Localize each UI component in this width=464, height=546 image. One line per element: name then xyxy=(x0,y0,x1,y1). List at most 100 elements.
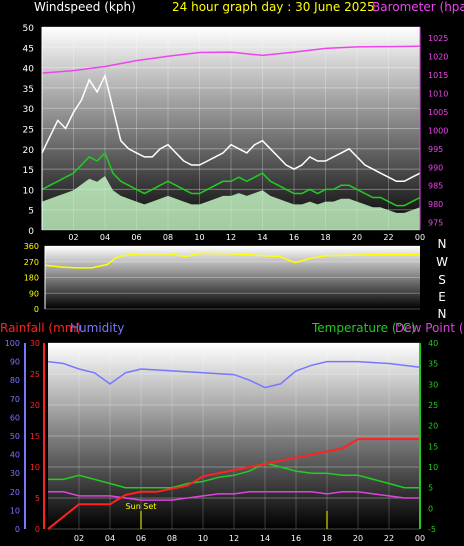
climate-x-tick-label: 00 xyxy=(415,534,425,543)
humidity-tick-label: 60 xyxy=(10,413,20,422)
sunset-label: Sun Set xyxy=(126,502,157,511)
barometer-tick-label: 980 xyxy=(428,200,443,209)
wind-left-tick-label: 0 xyxy=(28,227,34,237)
climate-x-tick-label: 10 xyxy=(198,534,208,543)
compass-label-n: N xyxy=(438,237,447,251)
direction-panel-background xyxy=(45,246,420,309)
barometer-tick-label: 985 xyxy=(428,182,443,191)
climate-x-tick-label: 16 xyxy=(291,534,301,543)
climate-x-tick-label: 18 xyxy=(322,534,332,543)
climate-x-tick-label: 12 xyxy=(229,534,239,543)
direction-gridlines xyxy=(45,245,420,310)
wind-left-tick-label: 35 xyxy=(23,85,34,95)
barometer-tick-label: 1005 xyxy=(428,108,448,117)
wind-average-line xyxy=(41,151,421,207)
barometer-tick-label: 990 xyxy=(428,163,443,172)
climate-x-tick-label: 08 xyxy=(167,534,177,543)
direction-line xyxy=(44,252,421,269)
wind-x-tick-label: 16 xyxy=(289,233,299,242)
wind-x-tick-label: 02 xyxy=(68,233,78,242)
rainfall-tick-label: 10 xyxy=(30,463,40,472)
direction-series xyxy=(44,252,421,269)
compass-label-w: W xyxy=(436,255,448,269)
barometer-tick-label: 1020 xyxy=(428,53,448,62)
direction-tick-label: 360 xyxy=(24,242,39,251)
wind-x-tick-label: 18 xyxy=(320,233,330,242)
humidity-tick-label: 0 xyxy=(15,525,20,534)
humidity-axis-label: Humidity xyxy=(70,321,124,335)
barometer-axis-label: Barometer (hpa) xyxy=(372,0,464,14)
wind-x-tick-label: 00 xyxy=(415,233,425,242)
temperature-tick-label: 25 xyxy=(428,401,438,410)
climate-x-tick-label: 20 xyxy=(353,534,363,543)
temperature-tick-label: 10 xyxy=(428,463,438,472)
temperature-tick-label: 40 xyxy=(428,339,438,348)
wind-left-tick-label: 15 xyxy=(23,166,34,176)
climate-axes: 0 5 10 15 20 25 30 0 10 20 30 40 50 60 70 80 90 100 -5 0 5 10… xyxy=(5,339,438,543)
barometer-tick-label: 1015 xyxy=(428,71,448,80)
humidity-line xyxy=(47,360,421,389)
direction-axes: 0 90 180 270 360 xyxy=(24,242,46,314)
temperature-tick-label: 15 xyxy=(428,442,438,451)
climate-series: Sun Set xyxy=(47,360,421,530)
wind-left-tick-label: 40 xyxy=(23,65,35,75)
wind-x-tick-label: 12 xyxy=(226,233,236,242)
temperature-tick-label: 30 xyxy=(428,380,438,389)
wind-lull-area xyxy=(42,176,420,230)
wind-left-tick-label: 45 xyxy=(23,44,34,54)
temperature-tick-label: 35 xyxy=(428,360,438,369)
temperature-tick-label: -5 xyxy=(428,525,436,534)
rainfall-tick-label: 15 xyxy=(30,432,40,441)
wind-x-tick-label: 08 xyxy=(163,233,173,242)
dewpoint-axis-label: Dew Point (°C) xyxy=(395,321,464,335)
wind-axes: 0510152025303540455097598098599099510001… xyxy=(23,24,449,242)
wind-left-tick-label: 25 xyxy=(23,126,34,136)
wind-barometer-chart: 0510152025303540455097598098599099510001… xyxy=(23,0,464,242)
climate-x-tick-label: 04 xyxy=(105,534,115,543)
temperature-tick-label: 20 xyxy=(428,422,438,431)
rainfall-tick-label: 5 xyxy=(35,494,40,503)
temperature-tick-label: 5 xyxy=(428,484,433,493)
humidity-tick-label: 100 xyxy=(5,339,20,348)
barometer-tick-label: 995 xyxy=(428,145,443,154)
wind-left-tick-label: 10 xyxy=(23,186,35,196)
rainfall-tick-label: 30 xyxy=(30,339,40,348)
rainfall-tick-label: 0 xyxy=(35,525,40,534)
compass-label-e: E xyxy=(438,290,446,304)
wind-x-tick-label: 14 xyxy=(257,233,267,242)
wind-left-axis-label: Windspeed (kph) xyxy=(34,0,136,14)
wind-x-tick-label: 06 xyxy=(131,233,141,242)
wind-series xyxy=(41,45,421,230)
barometer-line xyxy=(41,45,421,74)
humidity-tick-label: 30 xyxy=(10,469,20,478)
temperature-line xyxy=(48,462,420,489)
dewpoint-line xyxy=(48,491,420,501)
wind-left-tick-label: 5 xyxy=(28,207,34,217)
climate-x-tick-label: 06 xyxy=(136,534,146,543)
wind-left-tick-label: 50 xyxy=(23,24,35,34)
climate-x-tick-label: 14 xyxy=(260,534,270,543)
climate-x-tick-label: 22 xyxy=(384,534,394,543)
wind-x-tick-label: 22 xyxy=(383,233,393,242)
humidity-tick-label: 40 xyxy=(10,451,20,460)
wind-left-tick-label: 30 xyxy=(23,105,35,115)
temperature-tick-label: 0 xyxy=(428,504,433,513)
wind-x-tick-label: 10 xyxy=(194,233,204,242)
direction-tick-label: 180 xyxy=(24,274,39,283)
wind-left-tick-label: 20 xyxy=(23,146,35,156)
direction-tick-label: 90 xyxy=(29,289,39,298)
humidity-tick-label: 80 xyxy=(10,376,20,385)
temperature-axis-label: Temperature (°C) xyxy=(311,321,416,335)
compass-label-n: N xyxy=(438,307,447,321)
rainfall-line xyxy=(47,438,421,530)
rainfall-tick-label: 25 xyxy=(30,370,40,379)
climate-chart: Sun Set 05101520253001020304050607080901… xyxy=(0,321,464,543)
wind-gust-line xyxy=(41,73,421,183)
rainfall-axis-label: Rainfall (mm) xyxy=(0,321,81,335)
humidity-tick-label: 50 xyxy=(10,432,20,441)
chart-title: 24 hour graph day : 30 June 2025 xyxy=(172,0,375,14)
climate-x-tick-label: 02 xyxy=(74,534,84,543)
